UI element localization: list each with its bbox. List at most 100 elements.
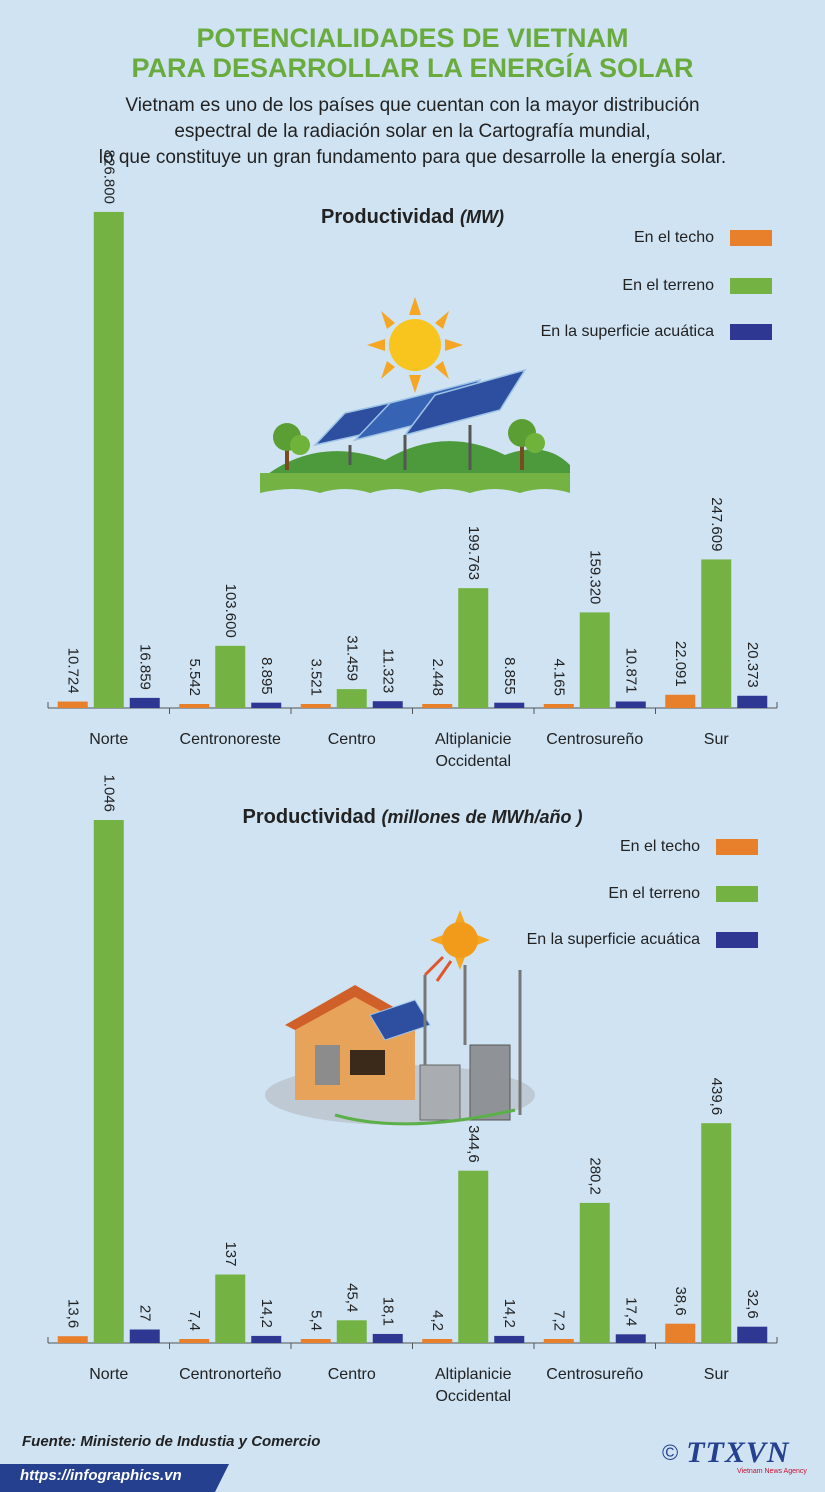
bar-acuatica (129, 697, 160, 708)
data-label: 31.459 (343, 635, 360, 681)
category-label: Occidental (435, 1388, 511, 1405)
legend-label: En la superficie acuática (540, 323, 714, 340)
category-label: Altiplanicie (435, 731, 512, 748)
category-label: Centronoreste (180, 731, 281, 748)
chart2-title: Productividad (millones de MWh/año ) (0, 806, 825, 829)
data-label: 199.763 (465, 526, 482, 580)
legend-swatch-acuatica (730, 324, 772, 340)
bar-terreno (701, 1123, 732, 1343)
data-label: 20.373 (744, 642, 761, 688)
data-label: 4.165 (550, 658, 567, 696)
chart1-title-text: Productividad (321, 206, 455, 228)
source-note: Fuente: Ministerio de Industia y Comerci… (22, 1433, 321, 1450)
chart1-legend-techo: En el techo (634, 229, 772, 247)
bar-acuatica (494, 702, 525, 708)
category-label: Sur (704, 1366, 730, 1383)
bar-terreno (336, 1320, 367, 1343)
chart1-legend-terreno: En el terreno (622, 277, 772, 295)
chart2-legend-terreno: En el terreno (608, 885, 758, 903)
data-label: 137 (222, 1241, 239, 1266)
bar-techo (179, 1339, 210, 1343)
bar-acuatica (615, 1334, 646, 1343)
logo-text: TTXVN (686, 1436, 790, 1469)
data-label: 280,2 (586, 1157, 603, 1195)
data-label: 439,6 (708, 1078, 725, 1116)
data-label: 38,6 (672, 1286, 689, 1315)
data-label: 8.855 (501, 657, 518, 695)
footer-url-link[interactable]: https://infographics.vn (20, 1467, 182, 1484)
bar-techo (422, 704, 453, 708)
copyright-icon: © (662, 1440, 679, 1465)
category-label: Centrosureño (546, 1366, 643, 1383)
data-label: 17,4 (622, 1297, 639, 1326)
data-label: 10.724 (64, 648, 81, 694)
chart1-bar-chart: 10.724 826.800 16.859 Norte 5.542 103.600 8.89… (47, 150, 778, 770)
bar-acuatica (494, 1335, 525, 1343)
data-label: 10.871 (622, 648, 639, 694)
data-label: 45,4 (343, 1283, 360, 1312)
intro-line-2: espectral de la radiación solar en la Ca… (174, 121, 651, 142)
data-label: 27 (136, 1305, 153, 1322)
data-label: 7,4 (186, 1310, 203, 1331)
category-label: Altiplanicie (435, 1366, 512, 1383)
bar-techo (57, 701, 88, 708)
legend-label: En el terreno (622, 277, 714, 294)
data-label: 4,2 (429, 1310, 446, 1331)
data-label: 159.320 (586, 550, 603, 604)
sun-icon (423, 910, 490, 982)
data-label: 5.542 (186, 658, 203, 696)
data-label: 247.609 (708, 497, 725, 551)
chart1-title-unit: (MW) (459, 207, 504, 227)
legend-label: En la superficie acuática (526, 931, 700, 948)
data-label: 16.859 (136, 644, 153, 690)
intro-line-3: lo que constituye un gran fundamento par… (98, 147, 727, 168)
chart1-title: Productividad (MW) (0, 206, 825, 229)
data-label: 18,1 (379, 1297, 396, 1326)
bar-acuatica (372, 1333, 403, 1343)
data-label: 14,2 (258, 1299, 275, 1328)
chart2-title-unit: (millones de MWh/año ) (381, 807, 583, 827)
sun-icon (367, 297, 463, 393)
legend-swatch-terreno (716, 886, 758, 902)
ttxvn-logo: © TTXVN (662, 1436, 790, 1470)
solar-panels (312, 368, 527, 470)
chart2-bar-chart: 13,6 1.046 27 Norte 7,4 137 14,2 Centronorteño 5… (47, 774, 778, 1405)
bar-terreno (579, 1202, 610, 1343)
bar-acuatica (372, 701, 403, 708)
bar-techo (179, 704, 210, 708)
solar-farm-illustration (260, 297, 570, 493)
data-label: 2.448 (429, 658, 446, 696)
data-label: 14,2 (501, 1299, 518, 1328)
bar-techo (422, 1339, 453, 1343)
bar-terreno (93, 820, 124, 1343)
bar-acuatica (251, 1335, 282, 1343)
data-label: 7,2 (550, 1310, 567, 1331)
chart1-legend-acuatica: En la superficie acuática (541, 323, 772, 341)
bar-acuatica (251, 702, 282, 708)
bar-techo (665, 694, 696, 708)
bar-acuatica (737, 695, 768, 708)
legend-swatch-terreno (730, 278, 772, 294)
solar-house-illustration (265, 910, 535, 1126)
category-label: Sur (704, 731, 730, 748)
bar-acuatica (737, 1326, 768, 1343)
category-label: Centro (328, 1366, 376, 1383)
data-label: 11.323 (379, 648, 396, 693)
category-label: Norte (89, 731, 128, 748)
data-label: 5,4 (307, 1310, 324, 1331)
bar-terreno (215, 1274, 246, 1343)
legend-swatch-techo (730, 230, 772, 246)
bar-acuatica (615, 701, 646, 708)
category-label: Centro (328, 731, 376, 748)
legend-label: En el terreno (608, 885, 700, 902)
category-label: Norte (89, 1366, 128, 1383)
intro-line-1: Vietnam es uno de los países que cuentan… (125, 95, 700, 116)
footer-bar (0, 1464, 229, 1492)
page-title-line2: PARA DESARROLLAR LA ENERGÍA SOLAR (131, 53, 694, 83)
bar-terreno (701, 559, 732, 708)
bar-techo (300, 1339, 331, 1343)
bar-terreno (215, 645, 246, 708)
bar-terreno (336, 689, 367, 708)
bar-techo (57, 1336, 88, 1343)
bar-terreno (579, 612, 610, 708)
